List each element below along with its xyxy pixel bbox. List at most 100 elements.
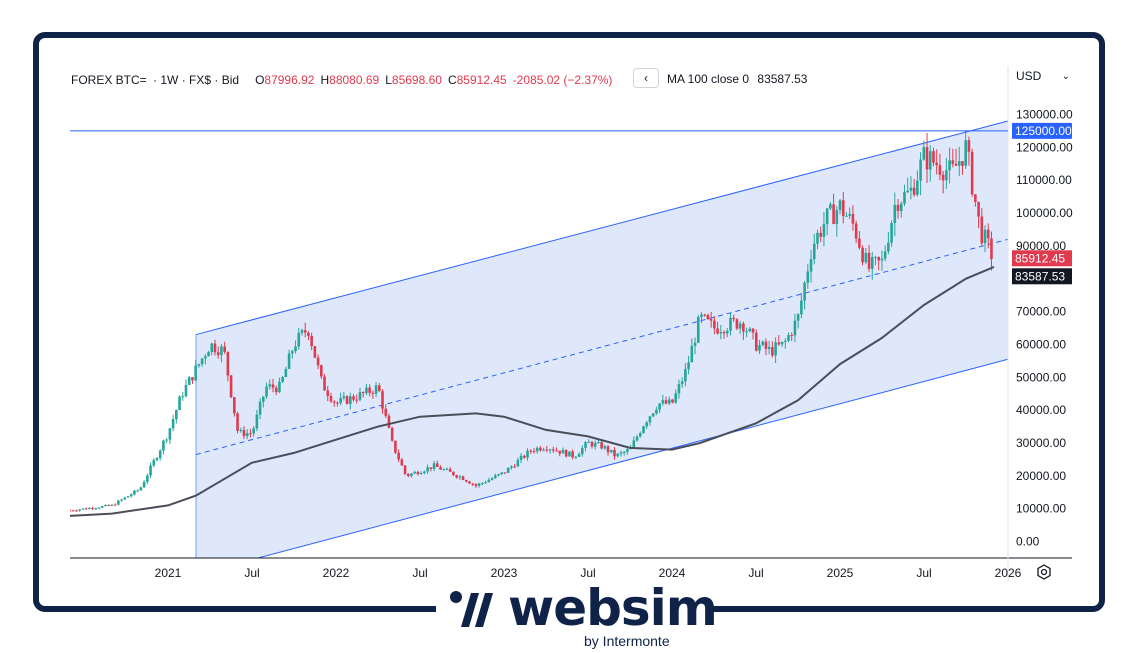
candle-up [481, 482, 484, 484]
candle-up [142, 481, 146, 488]
candle-up [487, 479, 491, 483]
last-price-label: 85912.45 [1015, 251, 1065, 265]
candle-up [262, 396, 265, 402]
candle-up [187, 377, 191, 385]
brand-name: websim [508, 579, 718, 637]
x-tick-label: Jul [580, 566, 595, 580]
candle-up [500, 472, 504, 475]
candle-up [358, 392, 362, 400]
candle-up [252, 428, 255, 434]
candle-up [81, 508, 85, 510]
candle-down [790, 334, 794, 336]
candle-up [696, 317, 700, 343]
candle-down [455, 475, 458, 478]
candle-up [349, 396, 352, 404]
candle-up [123, 497, 127, 500]
high-value: 88080.69 [329, 73, 380, 87]
candle-down [754, 332, 758, 351]
candle-up [719, 332, 723, 334]
candle-down [384, 408, 388, 416]
candle-up [774, 342, 777, 356]
candle-down [832, 204, 835, 224]
y-tick-label: 0.00 [1016, 535, 1040, 549]
candle-down [858, 238, 861, 248]
y-tick-label: 20000.00 [1016, 469, 1066, 483]
high-key: H [320, 73, 330, 87]
candle-up [964, 140, 967, 166]
candle-up [745, 331, 748, 333]
low-key: L [385, 73, 392, 87]
y-tick-label: 130000.00 [1016, 107, 1073, 121]
candle-up [365, 387, 368, 394]
ma-legend[interactable]: MA 100 close 0 83587.53 [667, 72, 812, 86]
candle-down [429, 467, 433, 469]
candle-down [555, 450, 558, 452]
interval-label[interactable]: 1W [160, 73, 179, 87]
candle-down [320, 365, 323, 377]
candle-down [345, 396, 349, 404]
candle-up [300, 330, 304, 333]
candle-up [445, 469, 449, 471]
candle-up [117, 500, 120, 505]
candle-up [568, 451, 571, 457]
candle-up [690, 345, 694, 363]
candle-down [980, 216, 984, 244]
candle-up [880, 258, 884, 261]
currency-selector[interactable]: USD ⌄ [1012, 66, 1074, 86]
candle-up [725, 330, 729, 334]
gear-icon[interactable] [1036, 564, 1052, 580]
candle-up [945, 170, 948, 181]
candle-down [107, 504, 110, 506]
y-tick-label: 40000.00 [1016, 403, 1066, 417]
candle-up [342, 396, 346, 399]
candle-up [677, 384, 681, 394]
candle-down [613, 449, 616, 457]
candle-up [893, 204, 897, 224]
y-tick-label: 50000.00 [1016, 370, 1066, 384]
change-value: -2085.02 (−2.37%) [512, 73, 613, 87]
candle-down [970, 151, 974, 195]
candle-down [732, 317, 736, 320]
price-type-label: Bid [221, 73, 240, 87]
candle-down [439, 466, 442, 470]
candle-down [742, 323, 745, 332]
channel-lower-line [256, 358, 1008, 558]
candle-down [600, 442, 603, 449]
symbol-label[interactable]: FOREX BTC= [71, 73, 147, 87]
candle-up [152, 460, 156, 466]
ma-price-label-bg [1012, 268, 1072, 285]
x-tick-label: 2022 [323, 566, 350, 580]
x-tick-label: 2026 [995, 566, 1022, 580]
candle-up [761, 341, 765, 345]
candle-down [851, 213, 855, 224]
candle-up [184, 384, 188, 397]
candle-down [551, 449, 555, 451]
candle-up [278, 381, 281, 393]
candle-up [490, 478, 494, 480]
candle-up [816, 232, 819, 244]
candle-up [204, 356, 207, 359]
candle-up [928, 151, 932, 170]
candle-up [906, 190, 909, 192]
candle-down [71, 510, 75, 512]
candle-down [461, 476, 465, 481]
candle-down [571, 451, 574, 458]
candle-up [674, 393, 678, 403]
candle-up [210, 343, 214, 353]
candle-down [113, 504, 117, 506]
candle-up [899, 203, 903, 212]
candle-up [845, 215, 848, 217]
candle-up [616, 453, 620, 457]
candle-down [226, 351, 230, 376]
candle-down [223, 346, 226, 352]
candle-up [619, 452, 623, 454]
candle-up [535, 447, 539, 452]
candle-down [590, 441, 594, 447]
candle-down [854, 223, 858, 239]
collapse-legend-button[interactable]: ‹ [633, 68, 659, 88]
brand-sub: by Intermonte [584, 633, 670, 649]
candle-down [213, 343, 217, 353]
candle-up [767, 346, 771, 349]
candle-down [771, 346, 774, 356]
